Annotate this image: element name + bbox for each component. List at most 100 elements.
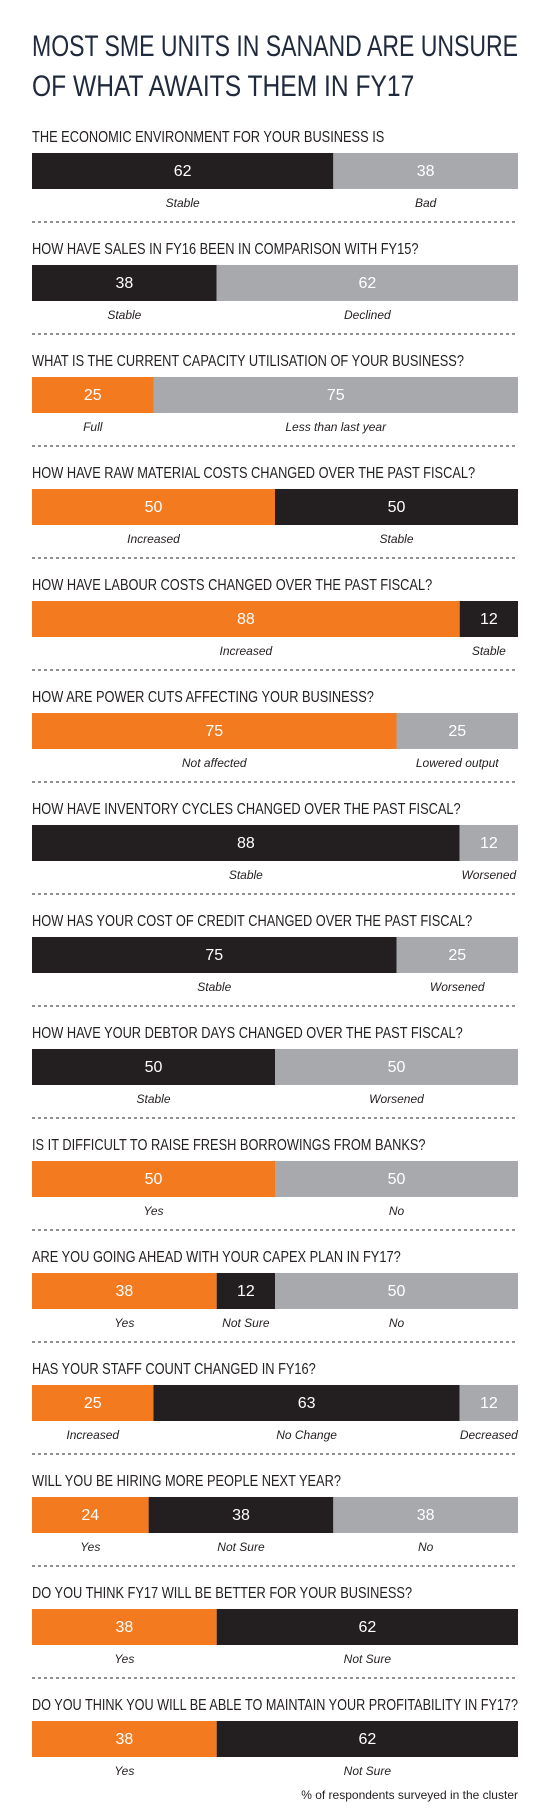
bar-segment: [32, 1385, 154, 1421]
value-label: 25: [448, 947, 466, 964]
value-label: 50: [145, 499, 163, 516]
headline: OF WHAT AWAITS THEM IN FY17: [32, 70, 414, 103]
value-label: 62: [358, 1731, 376, 1748]
question: HOW HAVE YOUR DEBTOR DAYS CHANGED OVER T…: [32, 1025, 463, 1042]
bar-segment: [216, 1609, 518, 1645]
value-label: 50: [388, 1059, 406, 1076]
segment-label: Not affected: [182, 756, 247, 770]
bar-segment: [216, 1273, 275, 1309]
value-label: 63: [298, 1395, 316, 1412]
bar-segment: [275, 1049, 518, 1085]
value-label: 62: [358, 1619, 376, 1636]
bar-segment: [275, 1161, 518, 1197]
value-label: 24: [81, 1507, 99, 1524]
value-label: 38: [115, 275, 133, 292]
question: HOW HAVE INVENTORY CYCLES CHANGED OVER T…: [32, 801, 461, 818]
segment-label: Increased: [66, 1428, 119, 1442]
question: WHAT IS THE CURRENT CAPACITY UTILISATION…: [32, 353, 464, 370]
value-label: 12: [480, 1395, 498, 1412]
bar-segment: [148, 1497, 334, 1533]
value-label: 50: [388, 499, 406, 516]
value-label: 75: [327, 387, 345, 404]
question: HOW HAS YOUR COST OF CREDIT CHANGED OVER…: [32, 913, 472, 930]
segment-label: Worsened: [369, 1092, 424, 1106]
segment-label: Yes: [143, 1204, 163, 1218]
segment-label: Yes: [114, 1764, 134, 1778]
bar-segment: [153, 1385, 460, 1421]
bar-segment: [32, 1161, 275, 1197]
bar-segment: [32, 601, 460, 637]
bar-segment: [275, 489, 518, 525]
question: ARE YOU GOING AHEAD WITH YOUR CAPEX PLAN…: [32, 1249, 401, 1266]
bar-segment: [459, 1385, 518, 1421]
value-label: 75: [205, 947, 223, 964]
segment-label: Yes: [80, 1540, 100, 1554]
bar-segment: [32, 1609, 217, 1645]
question: WILL YOU BE HIRING MORE PEOPLE NEXT YEAR…: [32, 1473, 341, 1490]
value-label: 38: [417, 163, 435, 180]
footnote: % of respondents surveyed in the cluster: [301, 1788, 518, 1802]
segment-label: Stable: [136, 1092, 170, 1106]
bar-segment: [396, 937, 518, 973]
value-label: 38: [115, 1283, 133, 1300]
segment-label: Stable: [166, 196, 200, 210]
bar-segment: [153, 377, 518, 413]
question: IS IT DIFFICULT TO RAISE FRESH BORROWING…: [32, 1137, 426, 1154]
value-label: 38: [115, 1619, 133, 1636]
segment-label: Less than last year: [285, 420, 387, 434]
question: HOW HAVE LABOUR COSTS CHANGED OVER THE P…: [32, 577, 432, 594]
value-label: 25: [84, 1395, 102, 1412]
question: HOW HAVE SALES IN FY16 BEEN IN COMPARISO…: [32, 241, 419, 258]
segment-label: Stable: [107, 308, 141, 322]
bar-segment: [459, 825, 518, 861]
value-label: 12: [237, 1283, 255, 1300]
segment-label: No: [389, 1316, 405, 1330]
bar-segment: [333, 153, 518, 189]
segment-label: Increased: [219, 644, 272, 658]
bar-segment: [216, 1721, 518, 1757]
bar-segment: [32, 377, 154, 413]
segment-label: Stable: [197, 980, 231, 994]
segment-label: Not Sure: [344, 1652, 392, 1666]
value-label: 12: [480, 611, 498, 628]
question: HOW HAVE RAW MATERIAL COSTS CHANGED OVER…: [32, 465, 475, 482]
segment-label: Yes: [114, 1316, 134, 1330]
value-label: 62: [174, 163, 192, 180]
bar-segment: [32, 265, 217, 301]
segment-label: No: [389, 1204, 405, 1218]
segment-label: Not Sure: [217, 1540, 265, 1554]
segment-label: Increased: [127, 532, 180, 546]
segment-label: Worsened: [461, 868, 516, 882]
value-label: 62: [358, 275, 376, 292]
value-label: 38: [115, 1731, 133, 1748]
bar-segment: [333, 1497, 518, 1533]
bar-segment: [32, 713, 397, 749]
value-label: 25: [84, 387, 102, 404]
segment-label: Stable: [229, 868, 263, 882]
segment-label: No Change: [276, 1428, 337, 1442]
bar-segment: [459, 601, 518, 637]
segment-label: Full: [83, 420, 103, 434]
bar-segment: [32, 825, 460, 861]
segment-label: Declined: [344, 308, 391, 322]
segment-label: Worsened: [430, 980, 485, 994]
segment-label: Yes: [114, 1652, 134, 1666]
segment-label: Decreased: [460, 1428, 518, 1442]
bar-segment: [32, 1273, 217, 1309]
bar-segment: [32, 153, 334, 189]
question: HAS YOUR STAFF COUNT CHANGED IN FY16?: [32, 1361, 316, 1378]
bar-segment: [216, 265, 518, 301]
value-label: 50: [145, 1059, 163, 1076]
bar-segment: [32, 937, 397, 973]
bar-segment: [32, 1049, 275, 1085]
bar-segment: [32, 1721, 217, 1757]
segment-label: Not Sure: [344, 1764, 392, 1778]
headline: MOST SME UNITS IN SANAND ARE UNSURE: [32, 30, 518, 63]
value-label: 88: [237, 835, 255, 852]
value-label: 88: [237, 611, 255, 628]
segment-label: Stable: [379, 532, 413, 546]
value-label: 75: [205, 723, 223, 740]
value-label: 12: [480, 835, 498, 852]
value-label: 38: [232, 1507, 250, 1524]
